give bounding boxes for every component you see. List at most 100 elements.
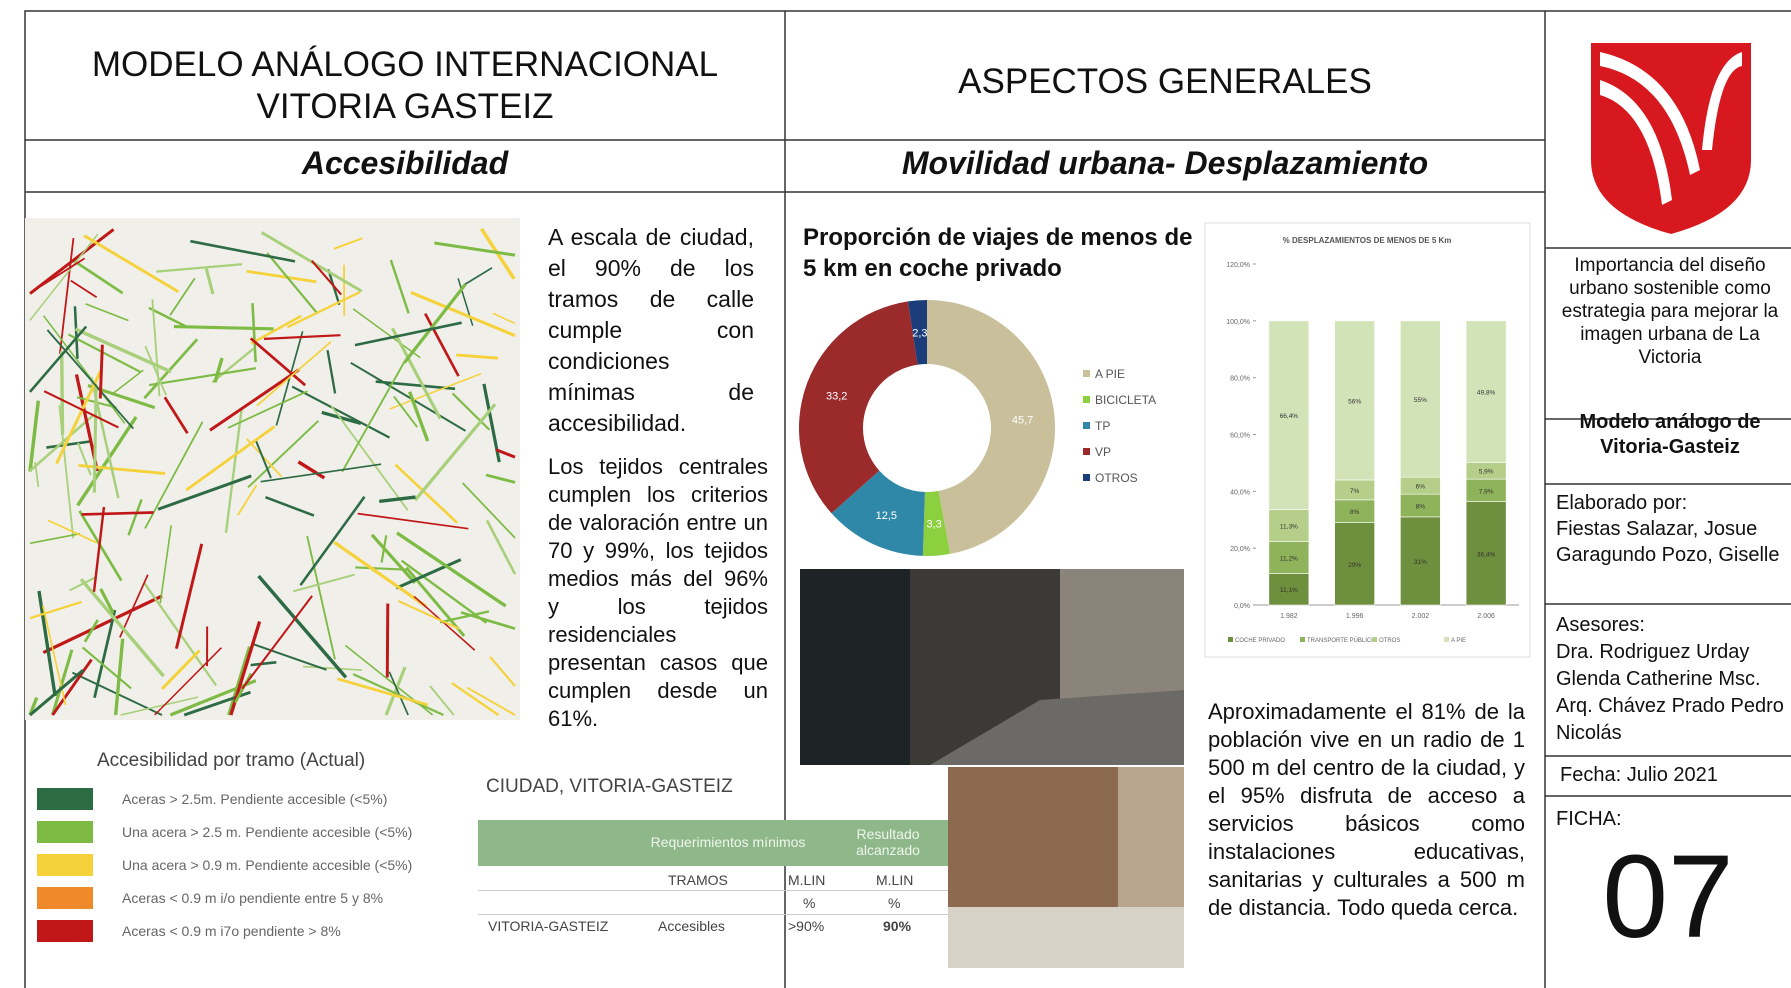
chart-title: % DESPLAZAMIENTOS DE MENOS DE 5 Km [1283, 236, 1452, 245]
legend-swatch [1300, 637, 1305, 642]
photo-ground [948, 907, 1184, 968]
y-tick-label: 100,0% [1226, 319, 1250, 326]
y-tick-label: 20,0% [1230, 546, 1250, 553]
legend-swatch [1444, 637, 1449, 642]
x-tick-label: 1.982 [1280, 613, 1298, 620]
photo-street [800, 569, 1184, 765]
donut-value-label: 45,7 [1012, 414, 1033, 426]
street [100, 345, 102, 399]
legend-swatch [1083, 422, 1090, 429]
legend-label: COCHE PRIVADO [1235, 638, 1285, 644]
x-tick-label: 2.006 [1477, 613, 1495, 620]
legend-swatch [37, 920, 93, 942]
street [62, 351, 63, 435]
bar-value-label: 31% [1414, 559, 1427, 566]
legend-swatch [1083, 396, 1090, 403]
sidebar-date: Fecha: Julio 2021 [1560, 764, 1718, 787]
donut-segment [799, 301, 918, 513]
left-title: MODELO ANÁLOGO INTERNACIONAL VITORIA GAS… [25, 44, 785, 128]
table-cell: VITORIA-GASTEIZ [488, 918, 608, 934]
photo-building [948, 767, 1118, 907]
legend-swatch [37, 854, 93, 876]
paragraph: A escala de ciudad, el 90% de los tramos… [548, 222, 754, 439]
bar-value-label: 56% [1348, 398, 1361, 405]
legend-label: Una acera > 2.5 m. Pendiente accesible (… [122, 824, 412, 840]
label: Elaborado por: [1556, 490, 1788, 516]
legend-swatch [1372, 637, 1377, 642]
legend-label: BICICLETA [1095, 393, 1156, 407]
donut-value-label: 33,2 [826, 390, 847, 402]
legend-label: Aceras < 0.9 m i7o pendiente > 8% [122, 923, 341, 939]
sidebar-advisors: Asesores: Dra. Rodriguez Urday Glenda Ca… [1556, 612, 1788, 747]
donut-value-label: 3,3 [926, 519, 941, 531]
bar-value-label: 29% [1348, 562, 1361, 569]
photo-shade [800, 569, 910, 765]
y-tick-label: 60,0% [1230, 433, 1250, 440]
table-cell: >90% [788, 918, 824, 934]
logo [1591, 43, 1751, 234]
bar-value-label: 11,3% [1280, 524, 1298, 531]
table-cell: % [803, 895, 815, 911]
table-rule [478, 890, 948, 891]
bar-value-label: 7,9% [1479, 488, 1494, 495]
legend-swatch [37, 887, 93, 909]
table-cell: TRAMOS [668, 872, 728, 888]
legend-swatch [1228, 637, 1233, 642]
table: Requerimientos mínimos Resultado alcanza… [478, 820, 948, 940]
center-title: ASPECTOS GENERALES [785, 62, 1545, 102]
table-cell: % [888, 895, 900, 911]
bar-value-label: 7% [1350, 488, 1360, 495]
legend-label: A PIE [1451, 638, 1466, 644]
donut-value-label: 12,5 [876, 510, 897, 522]
bar-value-label: 36,4% [1477, 551, 1496, 558]
left-subheader: Accesibilidad [25, 145, 785, 182]
table-cell: 90% [883, 918, 911, 934]
table-title: CIUDAD, VITORIA-GASTEIZ [486, 776, 733, 798]
table-rule [478, 914, 948, 915]
title-line: MODELO ANÁLOGO INTERNACIONAL [25, 44, 785, 86]
label: Asesores: [1556, 612, 1788, 639]
sidebar-description: Importancia del diseño urbano sostenible… [1550, 254, 1790, 369]
map [25, 218, 520, 720]
page: 45,7 A PIE 3,3 BICICLETA 12,5 TP 33,2 VP 2,3 OTRO… [0, 0, 1791, 988]
y-tick-label: 40,0% [1230, 489, 1250, 496]
center-subheader: Movilidad urbana- Desplazamiento [785, 145, 1545, 182]
sidebar-sheet-label: FICHA: [1556, 808, 1622, 831]
legend-label: VP [1095, 445, 1111, 459]
y-tick-label: 120,0% [1226, 262, 1250, 269]
street [387, 604, 388, 678]
table-cell: M.LIN [788, 872, 825, 888]
donut-value-label: 2,3 [912, 327, 927, 339]
legend-label: A PIE [1095, 367, 1125, 381]
legend-label: Aceras < 0.9 m i/o pendiente entre 5 y 8… [122, 890, 383, 906]
x-tick-label: 2.002 [1412, 613, 1430, 620]
bar-value-label: 5,9% [1479, 469, 1494, 476]
legend-swatch [1083, 474, 1090, 481]
table-header: Requerimientos mínimos [628, 834, 828, 850]
table-header: Resultado alcanzado [848, 826, 928, 858]
legend-title: Accesibilidad por tramo (Actual) [97, 750, 365, 772]
bar-value-label: 49,8% [1477, 390, 1496, 397]
donut-title: Proporción de viajes de menos de 5 km en… [803, 222, 1203, 284]
legend-label: Una acera > 0.9 m. Pendiente accesible (… [122, 857, 412, 873]
x-tick-label: 1.996 [1346, 613, 1364, 620]
sidebar-authors: Elaborado por: Fiestas Salazar, Josue Ga… [1556, 490, 1788, 568]
legend-swatch [37, 821, 93, 843]
bar-value-label: 11,2% [1280, 556, 1298, 563]
table-cell: M.LIN [876, 872, 913, 888]
bar-value-label: 8% [1416, 504, 1426, 511]
donut-segment [927, 300, 1055, 554]
legend-label: TRANSPORTE PÚBLICO [1307, 637, 1376, 644]
advisors: Dra. Rodriguez Urday Glenda Catherine Ms… [1556, 639, 1788, 747]
bar-value-label: 8% [1350, 509, 1360, 516]
y-tick-label: 0,0% [1234, 603, 1250, 610]
bar-value-label: 55% [1414, 397, 1427, 404]
legend-swatch [1083, 448, 1090, 455]
mobility-text: Aproximadamente el 81% de la población v… [1208, 698, 1525, 922]
sidebar-sheet-number: 07 [1545, 832, 1791, 962]
bar-value-label: 66,4% [1280, 413, 1299, 420]
title-line: VITORIA GASTEIZ [25, 86, 785, 128]
legend-label: TP [1095, 419, 1110, 433]
bar-value-label: 11,1% [1280, 587, 1298, 594]
legend-label: OTROS [1095, 471, 1138, 485]
